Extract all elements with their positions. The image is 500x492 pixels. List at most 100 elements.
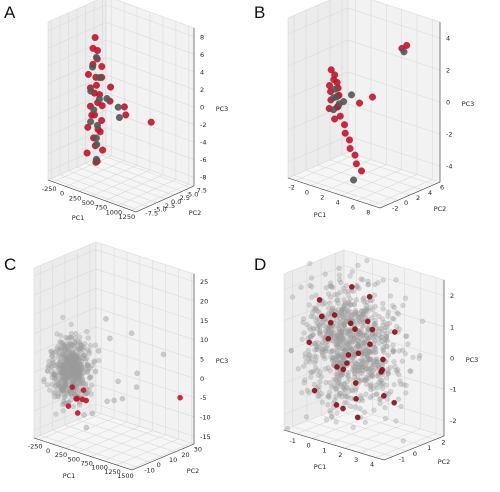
cluster-point [72, 352, 78, 358]
cluster-point [307, 261, 313, 267]
cluster-point [355, 368, 361, 374]
cluster-point [83, 367, 89, 373]
cluster-point [384, 324, 390, 330]
cluster-point [341, 323, 347, 329]
cluster-point [353, 297, 359, 303]
cluster-point [66, 356, 73, 362]
cluster-point [341, 322, 348, 328]
grid-line [65, 2, 125, 187]
z-tick-label: -15 [200, 433, 211, 441]
back-pane [347, 0, 441, 183]
cluster-point [360, 311, 366, 317]
cluster-point [345, 328, 351, 334]
cluster-point [340, 355, 346, 361]
cluster-point [72, 338, 78, 345]
cluster-point [65, 345, 72, 351]
cluster-point [310, 314, 317, 320]
cluster-point [358, 364, 365, 370]
cluster-point [390, 342, 396, 348]
cluster-point [346, 388, 352, 395]
cluster-point [47, 387, 53, 393]
cluster-point [314, 320, 320, 327]
cluster-point [340, 320, 347, 326]
cluster-point [63, 355, 70, 361]
cluster-point [60, 371, 66, 377]
cluster-point [68, 369, 75, 375]
x-axis-line [33, 437, 133, 471]
cluster-point [63, 376, 69, 383]
dark_red-point [334, 364, 340, 370]
cluster-point [380, 300, 386, 307]
cluster-point [335, 371, 341, 377]
cluster-point [394, 369, 400, 375]
cluster-point [348, 357, 354, 364]
cluster-point [363, 391, 369, 397]
cluster-point [77, 339, 83, 345]
cluster-point [83, 355, 90, 362]
z-tick-label: 20 [200, 298, 208, 306]
cluster-point [57, 375, 63, 382]
cluster-point [327, 280, 334, 286]
cluster-point [355, 337, 361, 344]
z-axis-label: PC3 [216, 105, 229, 113]
cluster-point [340, 317, 346, 323]
cluster-point [335, 322, 341, 329]
cluster-point [60, 408, 66, 414]
dark-point [400, 48, 408, 56]
cluster-point [368, 384, 374, 390]
cluster-point [388, 388, 394, 395]
cluster-point [79, 377, 86, 383]
cluster-point [372, 281, 378, 288]
red-point [345, 136, 353, 144]
cluster-point [69, 362, 75, 368]
cluster-point [73, 369, 79, 375]
z-tick-label: -2 [200, 121, 206, 129]
cluster-point [370, 361, 376, 368]
cluster-point [374, 391, 380, 397]
cluster-point [284, 426, 291, 432]
dark_red-point [349, 284, 355, 290]
cluster-point [331, 377, 337, 383]
red-point [83, 397, 89, 404]
cluster-point [76, 370, 82, 376]
z-tick-label: -10 [200, 413, 211, 421]
cluster-point [356, 362, 362, 368]
cluster-point [364, 353, 370, 360]
cluster-point [359, 337, 365, 343]
cluster-point [356, 358, 363, 364]
cluster-point [58, 376, 64, 382]
cluster-point [343, 307, 350, 313]
cluster-point [390, 349, 396, 355]
cluster-point [348, 314, 354, 320]
grey-point [92, 368, 99, 375]
cluster-point [62, 362, 68, 369]
cluster-point [359, 364, 366, 370]
cluster-point [316, 309, 322, 316]
red-point [98, 116, 106, 124]
cluster-point [60, 351, 67, 357]
dark-point [96, 74, 104, 82]
cluster-point [86, 348, 92, 354]
cluster-point [335, 300, 341, 306]
dark_red-point [366, 293, 373, 300]
grid-line [33, 384, 195, 418]
cluster-point [320, 301, 326, 307]
cluster-point [368, 348, 374, 354]
x-tick-label: 1000 [91, 464, 108, 472]
cluster-point [347, 273, 353, 279]
grid-line [341, 0, 435, 185]
cluster-point [72, 373, 78, 380]
cluster-point [307, 326, 313, 333]
cluster-point [53, 411, 59, 417]
cluster-point [64, 348, 70, 354]
cluster-point [56, 351, 62, 357]
cluster-point [87, 342, 94, 349]
cluster-point [75, 370, 81, 376]
red-point [98, 102, 106, 110]
dark_red-point [319, 313, 325, 320]
cluster-point [345, 303, 352, 309]
cluster-point [337, 338, 343, 344]
cluster-point [69, 369, 75, 376]
cluster-point [44, 368, 50, 374]
cluster-point [84, 362, 90, 369]
